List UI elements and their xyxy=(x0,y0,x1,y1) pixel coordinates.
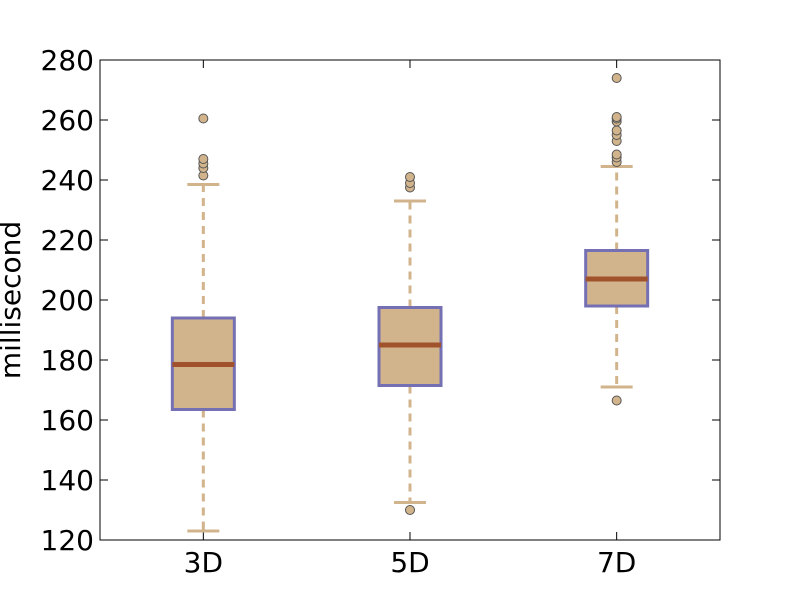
y-tick-label: 200 xyxy=(41,284,94,317)
outlier-point xyxy=(611,125,622,136)
box-group-5D xyxy=(377,172,443,515)
outlier-point xyxy=(611,73,622,83)
outlier-point xyxy=(611,395,622,406)
y-tick-label: 120 xyxy=(41,524,94,557)
x-tick-label: 7D xyxy=(597,546,636,579)
box-series xyxy=(170,73,650,533)
box-group-7D xyxy=(584,73,650,406)
y-tick-label: 160 xyxy=(41,404,94,437)
y-tick-label: 140 xyxy=(41,464,94,497)
outlier-point xyxy=(611,112,622,122)
y-tick-label: 240 xyxy=(41,164,94,197)
outlier-point xyxy=(198,113,209,124)
box-group-3D xyxy=(170,113,236,533)
y-tick-label: 180 xyxy=(41,344,94,377)
x-tick-label: 5D xyxy=(390,546,429,579)
outlier-point xyxy=(198,154,209,164)
y-axis: 120 140 160 180 200 220 240 260 280 xyxy=(41,44,720,557)
outlier-point xyxy=(611,149,622,160)
x-tick-label: 3D xyxy=(184,546,223,579)
y-tick-label: 220 xyxy=(41,224,94,257)
y-tick-label: 280 xyxy=(41,44,94,77)
outlier-point xyxy=(405,172,415,182)
y-axis-label: millisecond xyxy=(0,221,27,379)
outlier-point xyxy=(405,505,415,515)
y-tick-label: 260 xyxy=(41,104,94,137)
x-axis: 3D 5D 7D xyxy=(184,60,636,579)
